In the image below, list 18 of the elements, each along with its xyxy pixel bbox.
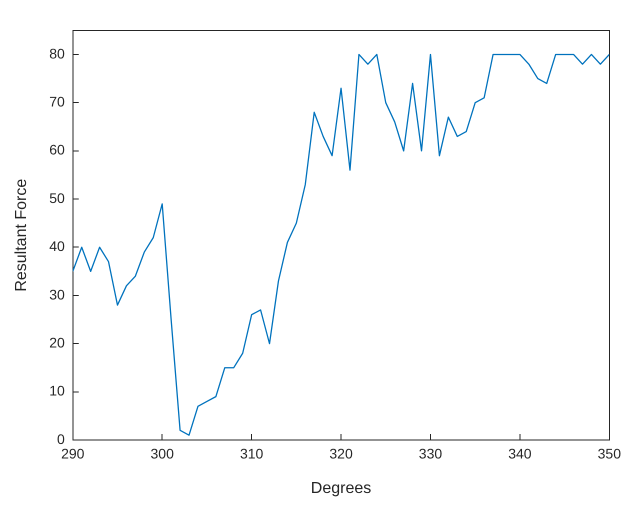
x-tick-label: 310 <box>240 445 264 462</box>
x-tick-label: 350 <box>598 445 622 462</box>
x-tick-label: 290 <box>61 445 85 462</box>
x-tick-label: 300 <box>150 445 174 462</box>
y-tick-label: 50 <box>49 190 65 206</box>
y-tick-label: 70 <box>49 94 65 110</box>
y-tick-label: 40 <box>49 238 65 254</box>
y-tick-label: 20 <box>49 334 65 350</box>
y-tick-label: 60 <box>49 142 65 158</box>
y-tick-label: 80 <box>49 45 65 62</box>
y-axis-title: Resultant Force <box>13 178 30 292</box>
y-tick-label: 0 <box>56 430 65 447</box>
x-axis-title: Degrees <box>310 480 372 497</box>
y-tick-label: 10 <box>49 382 65 399</box>
x-tick-label: 320 <box>329 445 353 462</box>
y-tick-label: 30 <box>49 286 65 302</box>
x-tick-label: 330 <box>418 445 442 462</box>
x-tick-label: 340 <box>508 445 532 462</box>
